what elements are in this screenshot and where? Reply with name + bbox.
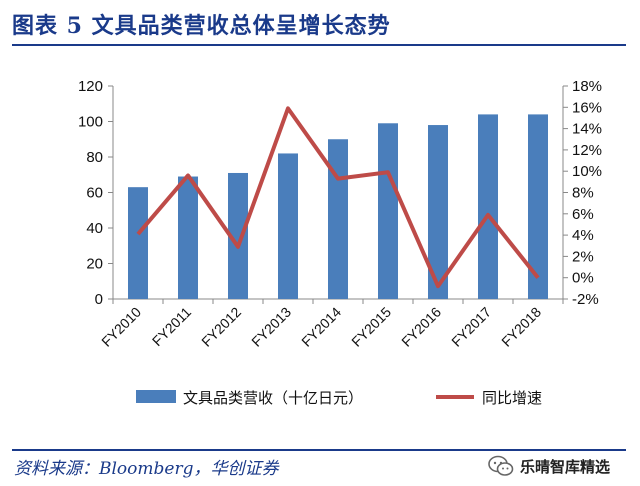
combo-chart: 0 20 40 60 80 100 120 -2% 0% 2% 4% 6% 8% 10% 12% 14% 16%… [78,78,602,407]
right-tick-label: 12% [572,142,602,159]
x-category-label: FY2017 [448,304,494,350]
right-tick-label: 10% [572,163,602,180]
bar [128,187,148,299]
right-tick-label: 14% [572,121,602,138]
title-divider [12,44,626,46]
right-tick-label: 4% [572,227,594,244]
x-category-label: FY2014 [298,304,344,350]
bar [228,172,248,299]
x-category-label: FY2018 [498,304,544,350]
right-tick-label: 16% [572,99,602,116]
source-note: 资料来源：Bloomberg，华创证券 [14,459,279,479]
bar [278,153,298,299]
left-tick-label: 60 [86,185,103,202]
bar [178,176,198,299]
legend-line-label: 同比增速 [482,389,542,407]
bar [478,114,498,300]
watermark: 乐晴智库精选 [488,453,632,479]
x-category-label: FY2015 [348,304,394,350]
legend-bar-swatch [136,390,176,403]
right-tick-label: 0% [572,270,594,287]
bar [428,125,448,299]
left-tick-label: 80 [86,149,103,166]
right-tick-label: 18% [572,78,602,95]
x-category-label: FY2013 [248,304,294,350]
footer-divider [12,449,626,451]
x-category-label: FY2016 [398,304,444,350]
bar [328,139,348,299]
left-tick-label: 100 [78,114,103,131]
x-category-label: FY2012 [198,304,244,350]
bar [528,114,548,300]
right-tick-label: 8% [572,185,594,202]
left-tick-label: 0 [95,291,103,308]
legend-bar-label: 文具品类营收（十亿日元） [183,389,363,407]
wechat-icon [488,455,514,476]
bar [378,123,398,300]
right-tick-label: 6% [572,206,594,223]
x-category-label: FY2011 [149,304,194,349]
left-tick-label: 20 [86,256,103,273]
left-tick-label: 120 [78,78,103,95]
chart-title: 图表 5 文具品类营收总体呈增长态势 [12,13,391,39]
right-tick-label: -2% [572,291,599,308]
right-tick-label: 2% [572,248,594,265]
left-tick-label: 40 [86,220,103,237]
watermark-text: 乐晴智库精选 [520,457,611,476]
x-category-label: FY2010 [98,304,144,350]
